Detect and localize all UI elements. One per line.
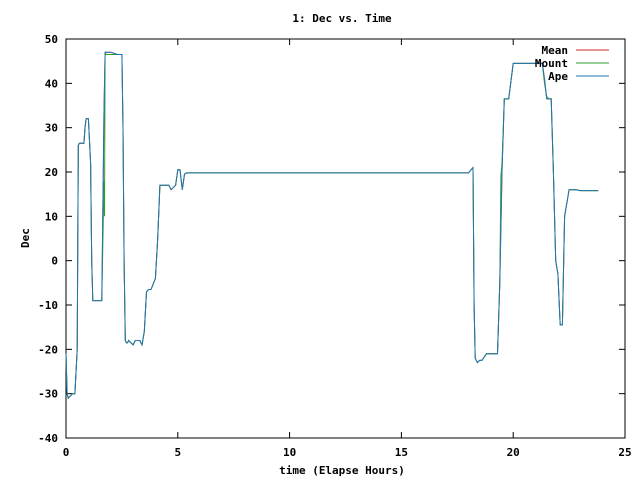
y-tick-label: 0 — [51, 255, 58, 268]
y-tick-label: -40 — [38, 432, 58, 445]
x-tick-label: 5 — [174, 446, 181, 459]
y-tick-label: -30 — [38, 388, 58, 401]
x-axis-label: time (Elapse Hours) — [279, 464, 405, 477]
y-axis-label: Dec — [19, 228, 32, 248]
tick-layer: 0 5 10 15 20 25 -40 -30 -20 -10 0 10 20 30 40 50 — [38, 33, 632, 459]
series-layer — [65, 51, 599, 400]
y-tick-label: -10 — [38, 299, 58, 312]
legend-label-mean: Mean — [542, 44, 569, 57]
legend-label-ape: Ape — [548, 70, 568, 83]
y-tick-label: 40 — [45, 77, 58, 90]
series-line-mount — [65, 52, 599, 400]
y-tick-label: -20 — [38, 343, 58, 356]
series-line-mean — [65, 51, 599, 400]
x-tick-label: 15 — [395, 446, 408, 459]
legend-label-mount: Mount — [535, 57, 568, 70]
chart-title: 1: Dec vs. Time — [292, 12, 392, 25]
x-tick-label: 25 — [618, 446, 631, 459]
x-tick-label: 10 — [283, 446, 296, 459]
x-tick-label: 20 — [507, 446, 520, 459]
y-tick-label: 20 — [45, 166, 58, 179]
plot-frame — [65, 38, 626, 439]
y-tick-label: 10 — [45, 210, 58, 223]
x-tick-label: 0 — [63, 446, 70, 459]
y-tick-label: 30 — [45, 122, 58, 135]
series-line-ape — [65, 51, 599, 400]
y-tick-label: 50 — [45, 33, 58, 46]
